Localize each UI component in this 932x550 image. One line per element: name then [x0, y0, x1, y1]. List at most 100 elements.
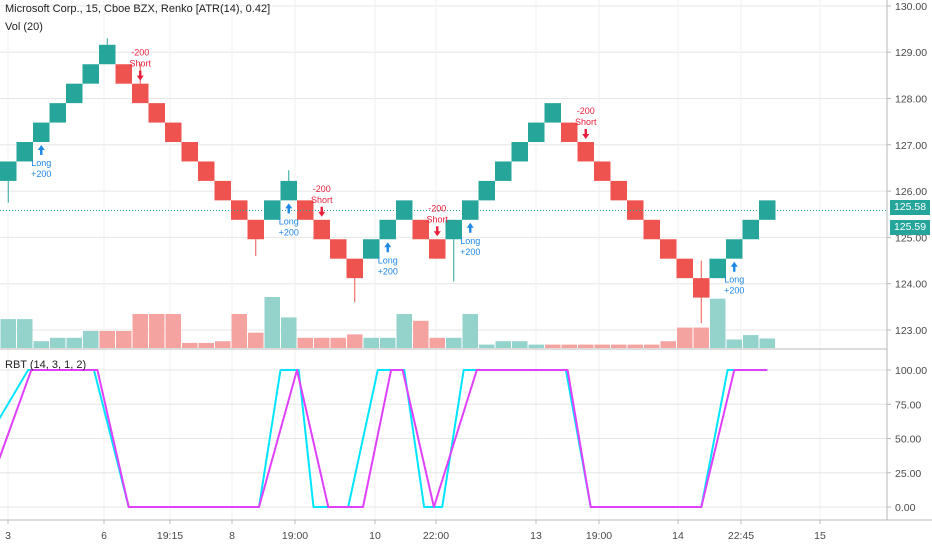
time-tick-label: 13	[530, 530, 542, 542]
long-signal-label: Long	[279, 216, 299, 226]
renko-brick	[115, 64, 132, 84]
renko-brick	[462, 200, 479, 220]
price-axis-bg	[887, 0, 932, 550]
price-tick-label: 129.00	[895, 47, 927, 59]
volume-legend[interactable]: Vol (20)	[5, 21, 43, 33]
price-tick-label: 123.00	[895, 325, 927, 337]
renko-brick	[49, 103, 66, 123]
volume-bar	[413, 320, 429, 348]
close-price-tag: 125.59	[890, 220, 930, 235]
volume-bar	[215, 341, 231, 348]
renko-brick	[594, 161, 611, 181]
volume-bar	[281, 317, 297, 348]
indicator-legend[interactable]: RBT (14, 3, 1, 2)	[5, 359, 87, 371]
renko-brick	[66, 83, 83, 104]
volume-bar	[231, 314, 247, 348]
long-arrow-icon	[37, 145, 45, 156]
time-tick-label: 22:45	[728, 530, 754, 542]
volume-bar	[446, 337, 462, 348]
volume-bar	[578, 344, 594, 348]
short-signal-value: -200	[577, 106, 595, 116]
volume-bar	[545, 344, 561, 348]
volume-bar	[479, 344, 495, 348]
renko-brick	[231, 200, 248, 220]
long-arrow-icon	[384, 242, 392, 253]
renko-brick	[429, 239, 446, 259]
volume-bar	[512, 341, 528, 348]
renko-brick	[396, 200, 413, 220]
volume-bar	[759, 338, 775, 348]
volume-bar	[495, 341, 511, 348]
volume-bar	[149, 314, 165, 348]
renko-brick	[363, 239, 380, 259]
volume-bar	[264, 297, 280, 348]
renko-brick	[709, 258, 726, 279]
volume-bar	[561, 344, 577, 348]
time-tick-label: 22:00	[423, 530, 449, 542]
volume-bar	[710, 298, 726, 348]
short-signal-label: Short	[575, 117, 597, 127]
renko-brick	[214, 180, 231, 201]
volume-bar	[528, 344, 544, 348]
time-tick-label: 14	[672, 530, 684, 542]
renko-brick	[247, 219, 264, 240]
volume-bar	[380, 337, 396, 348]
long-signal-label: Long	[378, 255, 398, 265]
volume-bar	[198, 342, 214, 348]
renko-brick	[280, 180, 297, 201]
volume-bar	[33, 341, 49, 348]
time-tick-label: 19:00	[586, 530, 612, 542]
short-signal-value: -200	[313, 184, 331, 194]
renko-brick	[99, 44, 116, 65]
indicator-tick-label: 75.00	[895, 399, 921, 411]
indicator-tick-label: 25.00	[895, 468, 921, 480]
short-arrow-icon	[136, 70, 144, 81]
long-signal-value: +200	[31, 169, 51, 179]
renko-brick	[165, 122, 182, 143]
long-signal-value: +200	[460, 247, 480, 257]
volume-bar	[429, 337, 445, 348]
volume-bar	[363, 337, 379, 348]
long-arrow-icon	[285, 203, 293, 214]
volume-bar	[462, 314, 478, 348]
price-tick-label: 126.00	[895, 186, 927, 198]
volume-bar	[743, 335, 759, 348]
short-arrow-icon	[318, 206, 326, 217]
renko-brick	[445, 219, 462, 240]
renko-brick	[660, 239, 677, 259]
volume-bar	[347, 334, 363, 348]
long-arrow-icon	[730, 261, 738, 272]
time-tick-label: 15	[814, 530, 826, 542]
renko-brick	[379, 219, 396, 240]
long-signal-value: +200	[724, 286, 744, 296]
volume-bar	[116, 331, 132, 348]
volume-bar	[611, 344, 627, 348]
volume-bar	[99, 331, 115, 348]
volume-bar	[248, 332, 264, 348]
volume-bar	[627, 344, 643, 348]
volume-bar	[17, 319, 33, 348]
short-signal-value: -200	[131, 48, 149, 58]
long-signal-label: Long	[724, 275, 744, 285]
renko-brick	[297, 200, 314, 220]
last-price-tag: 125.58	[890, 200, 930, 215]
renko-brick	[577, 142, 594, 162]
price-tick-label: 130.00	[895, 1, 927, 13]
volume-bar	[0, 319, 16, 348]
time-tick-label: 6	[101, 530, 107, 542]
chart-title[interactable]: Microsoft Corp., 15, Cboe BZX, Renko [AT…	[5, 3, 271, 15]
long-signal-label: Long	[31, 158, 51, 168]
price-tick-label: 125.00	[895, 232, 927, 244]
renko-brick	[412, 219, 429, 240]
time-tick-label: 10	[369, 530, 381, 542]
renko-brick	[264, 200, 281, 220]
renko-brick	[16, 142, 33, 162]
indicator-tick-label: 100.00	[895, 365, 927, 377]
renko-brick	[627, 200, 644, 220]
renko-brick	[495, 161, 512, 181]
volume-bar	[660, 341, 676, 348]
volume-bar	[693, 327, 709, 348]
volume-bar	[644, 344, 660, 348]
renko-brick	[0, 161, 17, 181]
